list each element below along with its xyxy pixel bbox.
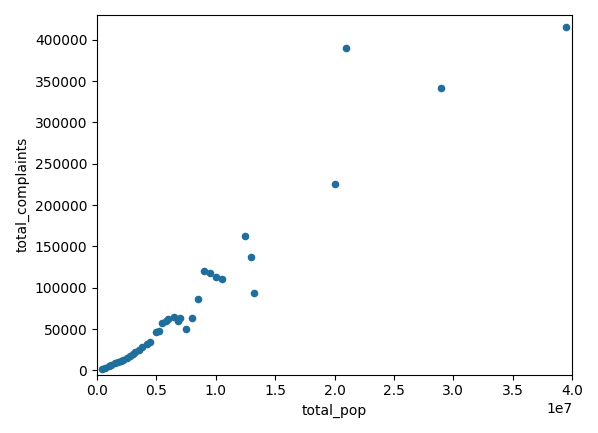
Point xyxy=(106,361,116,368)
Point xyxy=(128,350,138,357)
Y-axis label: total_complaints: total_complaints xyxy=(15,137,29,252)
X-axis label: total_pop: total_pop xyxy=(302,404,367,418)
Point xyxy=(118,356,128,363)
Point xyxy=(437,84,446,91)
Point xyxy=(329,180,339,187)
Point xyxy=(169,313,179,320)
Point xyxy=(158,319,167,326)
Point xyxy=(146,339,155,346)
Point xyxy=(97,366,106,373)
Point xyxy=(341,45,351,52)
Point xyxy=(110,360,120,367)
Point xyxy=(154,327,164,334)
Point xyxy=(116,358,126,365)
Point xyxy=(193,296,203,303)
Point xyxy=(181,326,191,333)
Point xyxy=(249,289,258,296)
Point xyxy=(142,340,152,347)
Point xyxy=(161,317,170,324)
Point xyxy=(100,365,110,372)
Point xyxy=(217,275,227,282)
Point xyxy=(562,24,571,31)
Point xyxy=(130,349,140,356)
Point xyxy=(246,254,256,261)
Point xyxy=(199,268,209,275)
Point xyxy=(152,329,161,336)
Point xyxy=(163,316,173,323)
Point xyxy=(104,363,114,370)
Point xyxy=(138,344,147,351)
Point xyxy=(173,317,182,324)
Point xyxy=(187,314,197,321)
Point xyxy=(175,314,185,321)
Point xyxy=(122,355,132,362)
Point xyxy=(241,232,251,239)
Point xyxy=(205,269,215,276)
Point xyxy=(114,359,123,365)
Point xyxy=(126,352,135,359)
Point xyxy=(211,274,221,281)
Point xyxy=(134,346,144,353)
